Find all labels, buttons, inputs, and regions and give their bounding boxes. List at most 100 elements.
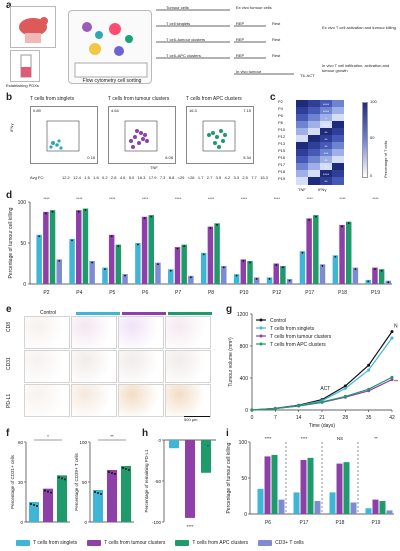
data-point	[367, 280, 370, 283]
panel-c: c P2 P4 P6 P8 P10 P12 P13 P15 P16 P17 P18 P19 **** *…	[270, 92, 400, 192]
y-tick-label: 0	[23, 282, 26, 288]
heatmap-row-label: P12	[278, 134, 286, 139]
heatmap-cell	[332, 170, 344, 178]
y-tick-label: 0	[20, 520, 23, 525]
heatmap-cell	[308, 149, 320, 157]
heatmap-cell: **	[320, 177, 332, 185]
b-q2-tl: 4.64	[111, 108, 119, 113]
heatmap-cell	[296, 149, 308, 157]
bar	[89, 261, 95, 284]
data-point	[282, 266, 284, 269]
data-point	[122, 467, 124, 469]
ihc-image-tile	[24, 384, 70, 417]
data-point	[110, 235, 113, 238]
legend-swatch	[175, 540, 190, 546]
panel-e: e Control CD8 CD31 PD-L1 500 μm	[0, 304, 220, 428]
bar	[148, 215, 155, 284]
heatmap-cell	[332, 163, 344, 171]
heatmap-cell	[332, 177, 344, 185]
bar	[221, 265, 227, 284]
label-rest-2: Rest	[272, 37, 281, 42]
avg-fc-value: 12.2	[62, 175, 70, 180]
x-tick-label: 28	[343, 415, 349, 421]
panel-label: h	[142, 428, 149, 439]
data-point	[334, 255, 337, 258]
heatmap-cell	[296, 121, 308, 129]
heatmap-cell	[332, 142, 344, 150]
bar	[365, 508, 372, 514]
label-rep-3: REP	[236, 53, 245, 58]
bar	[314, 501, 321, 514]
avg-fc-value: <26	[187, 175, 195, 180]
y-axis-label: Percentage of remaining PD-L1	[144, 449, 149, 513]
data-point	[117, 245, 120, 248]
panel-d: d 0 50 100 Percentage of tumour cell killin…	[0, 190, 400, 304]
panel-label: f	[6, 428, 10, 439]
bar	[372, 499, 379, 514]
data-point	[216, 223, 218, 226]
y-tick-label: 0	[245, 408, 248, 414]
tile-texture	[166, 317, 210, 348]
bar	[181, 244, 187, 284]
b-plot-3: 16.3 7.15 5.34	[186, 106, 254, 164]
bar	[108, 234, 115, 284]
bar	[286, 279, 293, 284]
heatmap-cell	[332, 128, 344, 136]
x-tick-label: P17	[300, 520, 309, 526]
bar	[201, 440, 211, 473]
flow-label: Flow cytometry cell sorting	[82, 78, 142, 84]
b-title-3: T cells from APC clusters	[186, 96, 242, 102]
bar	[271, 454, 278, 514]
series-point	[343, 394, 347, 398]
heatmap-cell	[296, 114, 308, 122]
label-til-act: TIL ACT	[300, 73, 315, 78]
data-point	[47, 490, 49, 493]
significance-label: *	[47, 434, 49, 439]
heatmap-row-label: P17	[278, 162, 286, 167]
heatmap-row-label: P6	[278, 113, 283, 118]
avg-fc-value: 1.6	[93, 175, 99, 180]
significance-label: ****	[109, 196, 116, 201]
significance-label: ****	[186, 524, 193, 529]
data-point	[84, 209, 87, 211]
label-t-singlets: T cell singlets	[166, 21, 191, 26]
scale-bar-label: 500 μm	[184, 417, 198, 422]
heatmap-row-label: P10	[278, 127, 286, 132]
tile-texture	[119, 351, 163, 382]
data-point	[288, 279, 291, 282]
b-plot-2: 4.64 6.08	[108, 106, 176, 164]
g-legend: Control T cells from singlets T cells from…	[256, 318, 332, 348]
bar	[107, 470, 117, 522]
x-tick-label: 35	[366, 415, 372, 421]
e-col-bar-3	[168, 312, 212, 315]
avg-fc-value: 0.2	[102, 175, 108, 180]
avg-fc-value: 2.7	[206, 175, 213, 180]
data-point	[354, 268, 357, 270]
flow-arrows	[156, 9, 294, 75]
bar	[155, 262, 161, 284]
y-tick-label: 100	[18, 200, 27, 206]
tile-texture	[72, 385, 116, 416]
e-row-cd31: CD31	[6, 357, 12, 370]
data-point	[275, 264, 278, 266]
heatmap-cell	[332, 135, 344, 143]
ihc-image-tile	[165, 384, 211, 417]
data-point	[169, 269, 172, 272]
heatmap-row-label: P16	[278, 155, 286, 160]
significance-label: ****	[264, 436, 271, 441]
legend-label: T cells from singlets	[270, 326, 315, 332]
avg-fc-value: 7.3	[159, 175, 166, 180]
significance-label: ****	[307, 196, 314, 201]
b-plot-1: 0.89 0.18	[30, 106, 98, 164]
bar	[379, 501, 386, 514]
bar	[93, 490, 103, 522]
tile-texture	[25, 351, 69, 382]
bar	[329, 492, 336, 514]
heatmap-cell	[332, 114, 344, 122]
chart-f1: 0 30 60 Percentage of CD31+ cells *	[10, 434, 70, 525]
series-point	[297, 404, 301, 408]
series-point	[390, 375, 394, 379]
series-point	[367, 363, 371, 367]
panel-b: b T cells from singlets T cells from tum…	[0, 92, 270, 190]
data-point	[202, 253, 205, 256]
